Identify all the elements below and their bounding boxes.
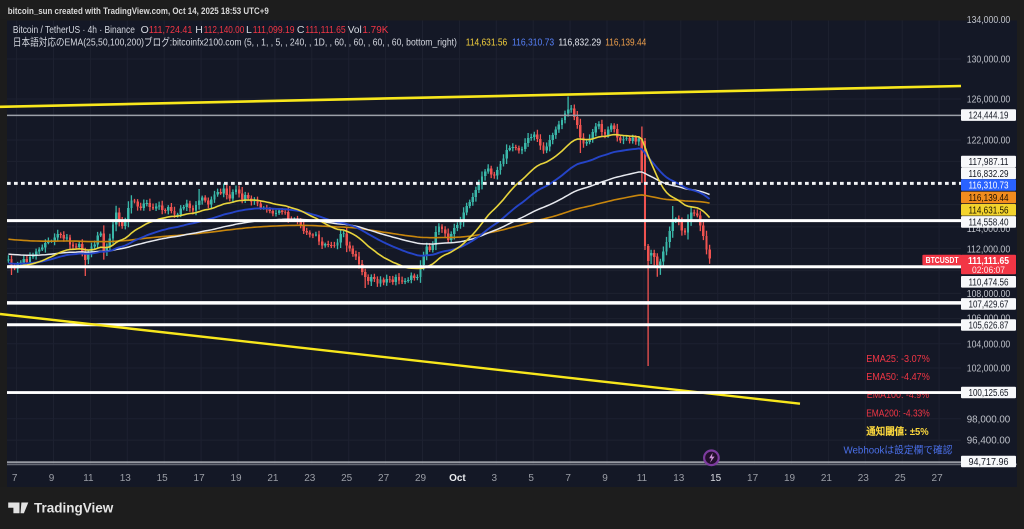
svg-text:9: 9: [49, 473, 55, 484]
svg-text:13: 13: [120, 473, 132, 484]
svg-text:bitcoin_sun created with Tradi: bitcoin_sun created with TradingView.com…: [8, 6, 269, 16]
svg-text:116,139.44: 116,139.44: [969, 193, 1009, 204]
svg-text:25: 25: [895, 473, 907, 484]
svg-text:19: 19: [784, 473, 796, 484]
svg-text:27: 27: [378, 473, 390, 484]
svg-text:112,140.00: 112,140.00: [204, 24, 245, 36]
svg-text:O: O: [141, 24, 149, 36]
svg-text:Bitcoin / TetherUS · 4h · Bina: Bitcoin / TetherUS · 4h · Binance: [13, 24, 135, 36]
svg-text:H: H: [195, 24, 203, 36]
svg-text:116,832.29: 116,832.29: [969, 169, 1009, 180]
svg-text:C: C: [297, 24, 305, 36]
svg-text:5: 5: [528, 473, 534, 484]
svg-text:23: 23: [858, 473, 870, 484]
svg-text:02:06:07: 02:06:07: [972, 265, 1005, 275]
svg-text:Vol: Vol: [348, 24, 362, 36]
svg-text:108,000.00: 108,000.00: [967, 289, 1011, 300]
svg-text:7: 7: [12, 473, 18, 484]
svg-text:EMA25: -3.07%: EMA25: -3.07%: [866, 354, 930, 365]
svg-text:9: 9: [602, 473, 608, 484]
svg-text:19: 19: [230, 473, 242, 484]
svg-text:107,429.67: 107,429.67: [969, 300, 1009, 311]
svg-text:11: 11: [83, 473, 94, 484]
svg-text:L: L: [246, 24, 252, 36]
svg-text:110,474.56: 110,474.56: [969, 277, 1009, 288]
svg-text:EMA100: -4.9%: EMA100: -4.9%: [867, 390, 929, 401]
svg-text:13: 13: [673, 473, 685, 484]
svg-text:7: 7: [565, 473, 571, 484]
svg-text:106,000.00: 106,000.00: [967, 314, 1011, 325]
svg-text:3: 3: [492, 473, 498, 484]
svg-text:Webhookは設定欄で確認: Webhookは設定欄で確認: [844, 443, 953, 456]
svg-text:25: 25: [341, 473, 353, 484]
svg-text:116,139.44: 116,139.44: [605, 37, 646, 49]
svg-text:98,000.00: 98,000.00: [967, 414, 1011, 425]
svg-text:116,310.73: 116,310.73: [512, 37, 554, 49]
svg-text:21: 21: [821, 473, 833, 484]
svg-text:116,310.73: 116,310.73: [969, 181, 1009, 192]
svg-text:134,000.00: 134,000.00: [967, 15, 1011, 26]
svg-text:23: 23: [304, 473, 316, 484]
svg-text:21: 21: [267, 473, 279, 484]
svg-text:114,631.56: 114,631.56: [466, 37, 508, 49]
svg-text:105,626.87: 105,626.87: [969, 321, 1009, 332]
svg-text:114,000.00: 114,000.00: [967, 224, 1011, 235]
svg-text:BTCUSDT: BTCUSDT: [926, 255, 960, 265]
svg-text:124,444.19: 124,444.19: [969, 111, 1009, 122]
svg-text:112,000.00: 112,000.00: [967, 244, 1011, 255]
svg-text:111,099.19: 111,099.19: [253, 24, 295, 36]
svg-text:117,987.11: 117,987.11: [969, 157, 1009, 168]
svg-text:114,631.56: 114,631.56: [969, 205, 1009, 216]
svg-text:29: 29: [415, 473, 427, 484]
svg-text:日本語対応のEMA(25,50,100,200)ブログ:bi: 日本語対応のEMA(25,50,100,200)ブログ:bitcoinfx210…: [13, 36, 457, 49]
svg-text:Oct: Oct: [449, 473, 466, 484]
svg-text:102,000.00: 102,000.00: [967, 364, 1011, 375]
svg-text:114,558.40: 114,558.40: [969, 218, 1009, 229]
svg-text:27: 27: [932, 473, 944, 484]
svg-text:130,000.00: 130,000.00: [967, 55, 1011, 66]
svg-text:126,000.00: 126,000.00: [967, 95, 1011, 106]
svg-text:11: 11: [637, 473, 648, 484]
svg-text:TradingView: TradingView: [34, 500, 114, 515]
svg-text:17: 17: [747, 473, 759, 484]
svg-text:17: 17: [194, 473, 206, 484]
svg-text:100,125.65: 100,125.65: [969, 388, 1009, 399]
svg-text:EMA50: -4.47%: EMA50: -4.47%: [866, 372, 930, 383]
svg-text:122,000.00: 122,000.00: [967, 136, 1011, 147]
svg-text:111,111.65: 111,111.65: [305, 24, 346, 36]
svg-text:94,717.96: 94,717.96: [969, 457, 1009, 468]
svg-text:15: 15: [710, 473, 722, 484]
svg-text:EMA200: -4.33%: EMA200: -4.33%: [866, 409, 930, 420]
svg-text:111,111.65: 111,111.65: [968, 256, 1009, 267]
svg-text:通知閾値: ±5%: 通知閾値: ±5%: [866, 425, 928, 438]
svg-text:104,000.00: 104,000.00: [967, 339, 1011, 350]
svg-text:96,400.00: 96,400.00: [967, 436, 1011, 447]
svg-text:15: 15: [157, 473, 169, 484]
svg-text:111,724.41: 111,724.41: [149, 24, 193, 36]
svg-text:116,832.29: 116,832.29: [558, 37, 601, 49]
svg-text:1.79K: 1.79K: [362, 24, 388, 36]
